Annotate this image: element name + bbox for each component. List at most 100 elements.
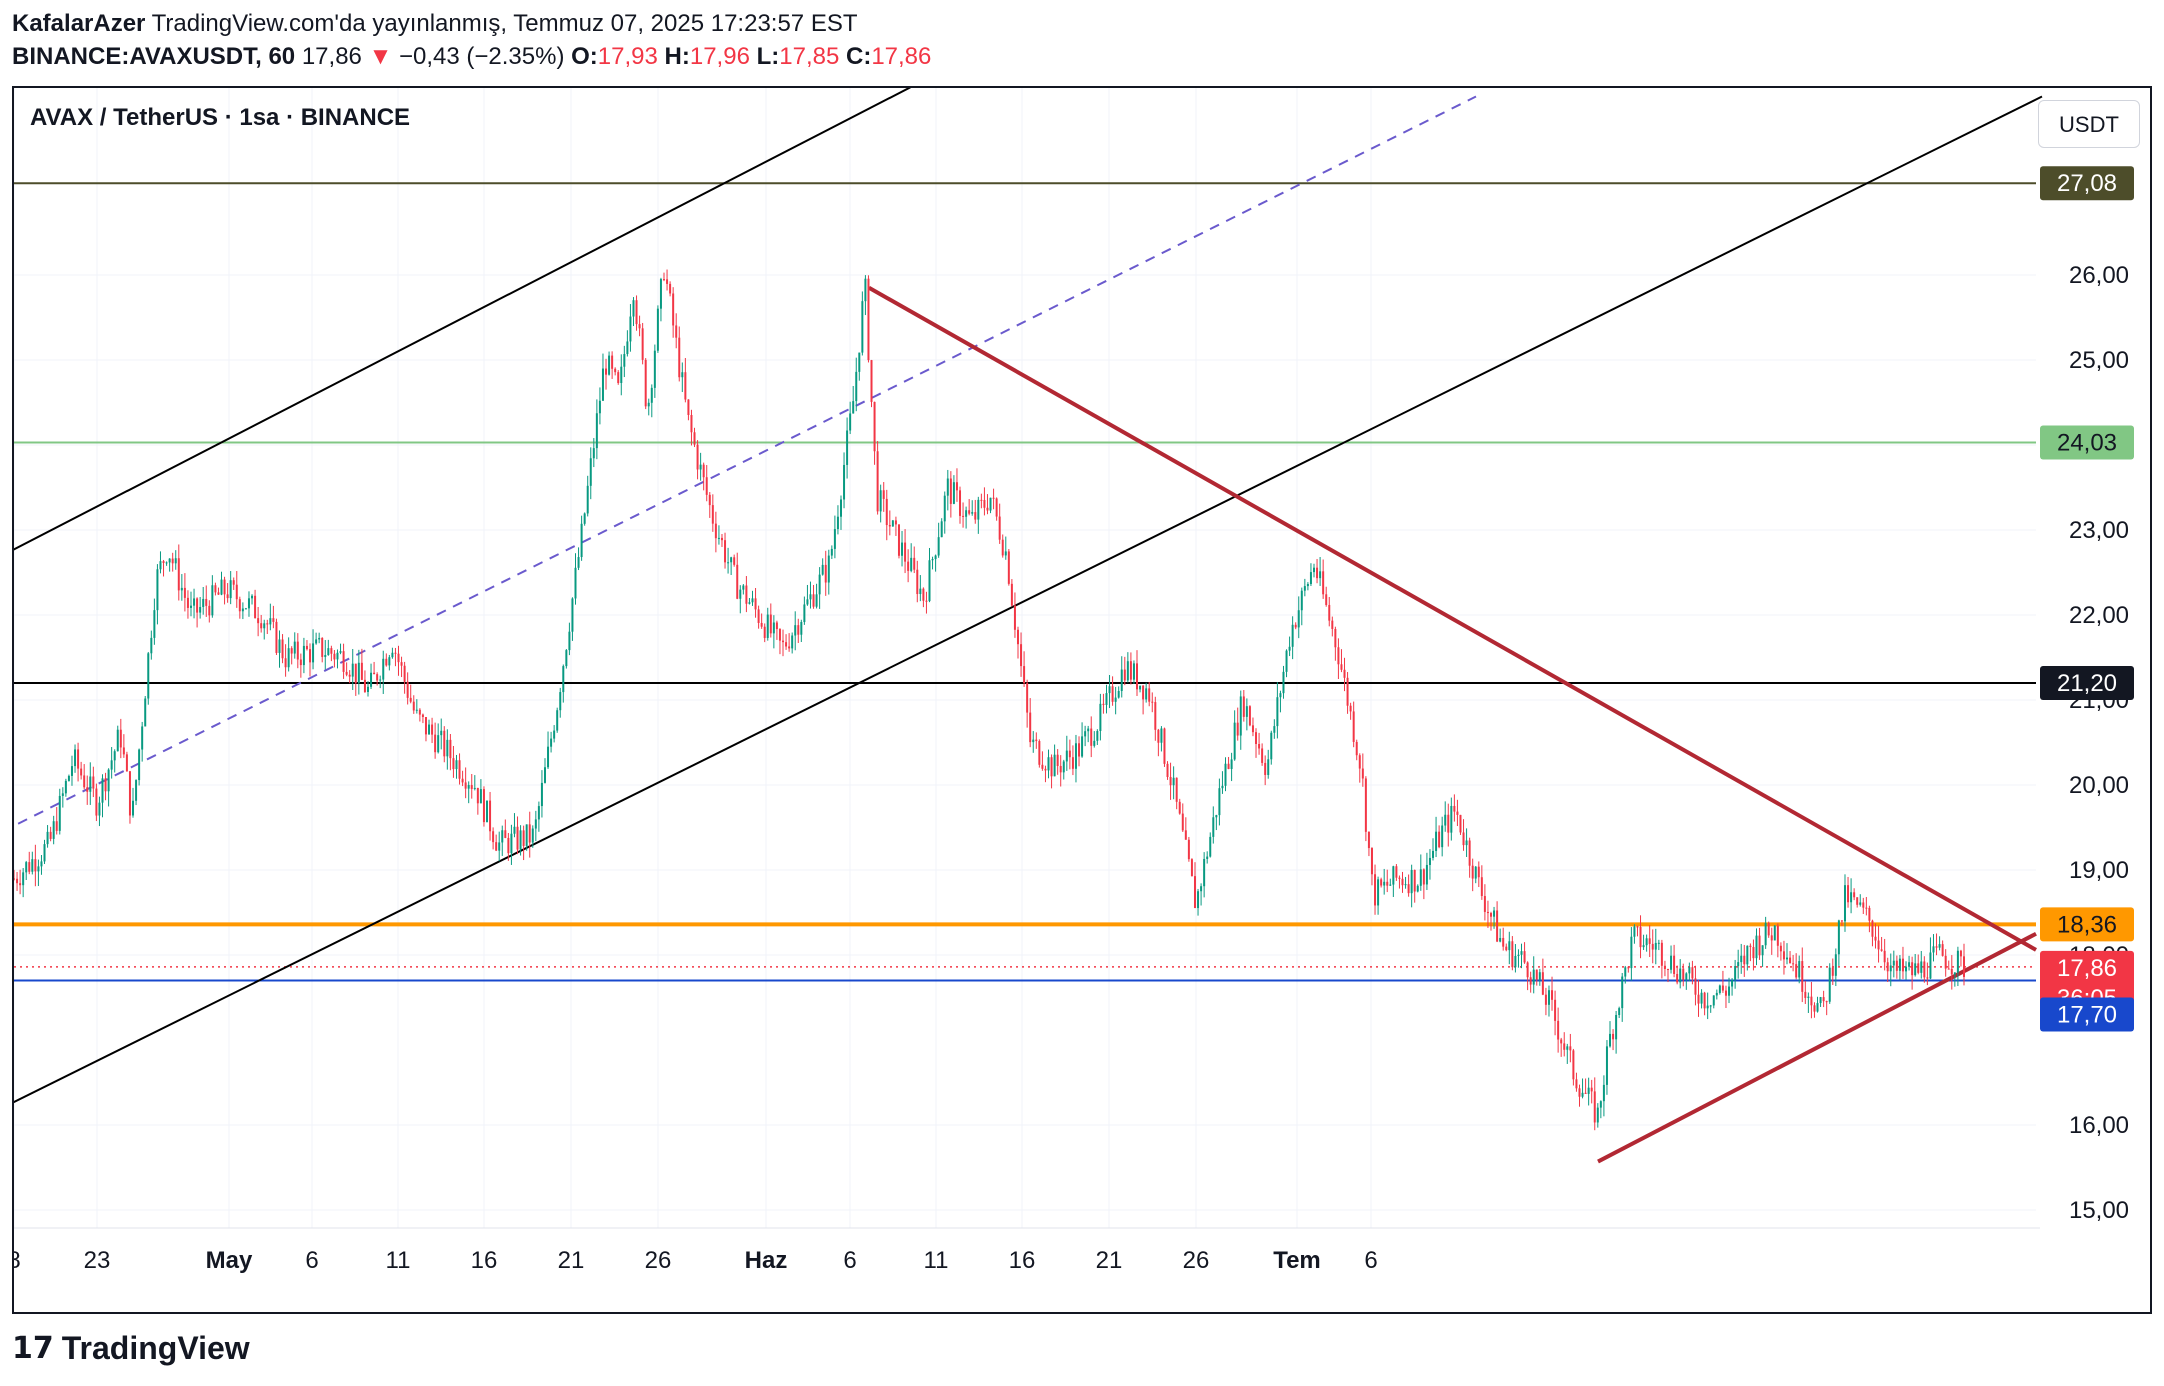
candle-body	[1428, 857, 1431, 865]
candle-body	[208, 605, 211, 616]
candle-body	[1129, 661, 1132, 680]
candle-body	[1300, 590, 1303, 611]
close-label: C:	[845, 43, 872, 70]
candle-body	[1612, 1033, 1615, 1040]
candle-body	[315, 639, 318, 644]
candle-body	[360, 662, 363, 680]
candle-body	[1432, 850, 1435, 858]
candle-body	[1905, 966, 1908, 972]
candle-body	[1377, 879, 1380, 906]
candle-body	[1953, 972, 1956, 975]
candle-body	[156, 569, 159, 611]
candle-body	[724, 540, 727, 563]
candle-body	[1782, 951, 1785, 960]
candle-body	[431, 724, 434, 735]
candle-body	[540, 782, 543, 807]
candle-body	[852, 401, 855, 414]
currency-button[interactable]: USDT	[2038, 100, 2140, 148]
candle-body	[1416, 885, 1419, 892]
candle-body	[1395, 866, 1398, 878]
candle-body	[1193, 876, 1196, 909]
candle-body	[1615, 1015, 1618, 1040]
candle-body	[1898, 958, 1901, 971]
candle-body	[1123, 669, 1126, 681]
candle-body	[739, 589, 742, 599]
candle-body	[846, 430, 849, 465]
candle-body	[333, 653, 336, 660]
candle-body	[1825, 1001, 1828, 1003]
candle-body	[1645, 938, 1648, 946]
candle-body	[1575, 1079, 1578, 1089]
candle-body	[748, 602, 751, 604]
candle-body	[1007, 551, 1010, 584]
candle-body	[1746, 945, 1749, 965]
candle-body	[1001, 539, 1004, 556]
candle-body	[531, 828, 534, 843]
candle-body	[672, 293, 675, 326]
y-tick-label: 26,00	[2069, 262, 2129, 289]
tradingview-logo[interactable]: 17 TradingView	[12, 1328, 250, 1368]
candle-body	[925, 600, 928, 602]
candle-body	[458, 760, 461, 779]
candle-body	[833, 529, 836, 549]
candle-body	[1303, 586, 1306, 591]
candle-body	[43, 844, 46, 862]
candle-body	[1215, 815, 1218, 818]
candle-body	[1468, 840, 1471, 866]
candle-body	[601, 368, 604, 401]
candle-body	[885, 498, 888, 526]
candle-body	[720, 537, 723, 541]
candle-body	[58, 795, 61, 831]
candle-body	[229, 580, 232, 599]
candle-body	[412, 701, 415, 711]
candle-body	[1364, 778, 1367, 832]
candle-body	[678, 337, 681, 378]
candle-body	[580, 523, 583, 558]
candle-body	[1496, 910, 1499, 942]
candle-body	[815, 594, 818, 607]
candle-body	[595, 413, 598, 449]
candle-body	[1331, 620, 1334, 629]
candle-body	[650, 387, 653, 403]
candle-body	[446, 739, 449, 757]
candle-body	[223, 579, 226, 595]
candle-body	[1532, 969, 1535, 985]
channel-lower-line	[14, 95, 2043, 1104]
candle-body	[1578, 1088, 1581, 1097]
candle-body	[1840, 920, 1843, 922]
candle-body	[1779, 945, 1782, 952]
candle-body	[428, 724, 431, 735]
candle-body	[1551, 990, 1554, 1000]
candle-body	[1520, 951, 1523, 955]
candle-body	[992, 497, 995, 499]
candle-body	[867, 278, 870, 361]
candle-body	[513, 826, 516, 834]
candle-body	[1441, 825, 1444, 848]
candle-body	[205, 598, 208, 606]
candle-body	[1895, 960, 1898, 971]
candle-body	[537, 806, 540, 820]
candle-body	[934, 555, 937, 560]
candle-body	[418, 709, 421, 715]
candle-body	[977, 499, 980, 520]
x-tick-label: 8	[14, 1247, 21, 1274]
candle-body	[217, 592, 220, 595]
candle-body	[122, 747, 125, 755]
candle-body	[1276, 697, 1279, 727]
candle-body	[293, 641, 296, 654]
price-chart[interactable]: 15,0016,0018,0019,0020,0021,0022,0023,00…	[14, 88, 2150, 1312]
candle-body	[965, 510, 968, 517]
candle-body	[1602, 1084, 1605, 1102]
candle-body	[1010, 583, 1013, 606]
candle-body	[1184, 830, 1187, 840]
candle-body	[1917, 963, 1920, 973]
symbol-interval: BINANCE:AVAXUSDT, 60	[12, 43, 296, 70]
author-name[interactable]: KafalarAzer	[12, 10, 146, 37]
candle-body	[186, 597, 189, 608]
candle-body	[476, 787, 479, 804]
chart-frame[interactable]: 15,0016,0018,0019,0020,0021,0022,0023,00…	[12, 86, 2152, 1314]
publish-line: KafalarAzer TradingView.com'da yayınlanm…	[12, 8, 2152, 40]
candle-body	[403, 665, 406, 682]
candle-body	[113, 751, 116, 761]
candle-body	[556, 710, 559, 731]
